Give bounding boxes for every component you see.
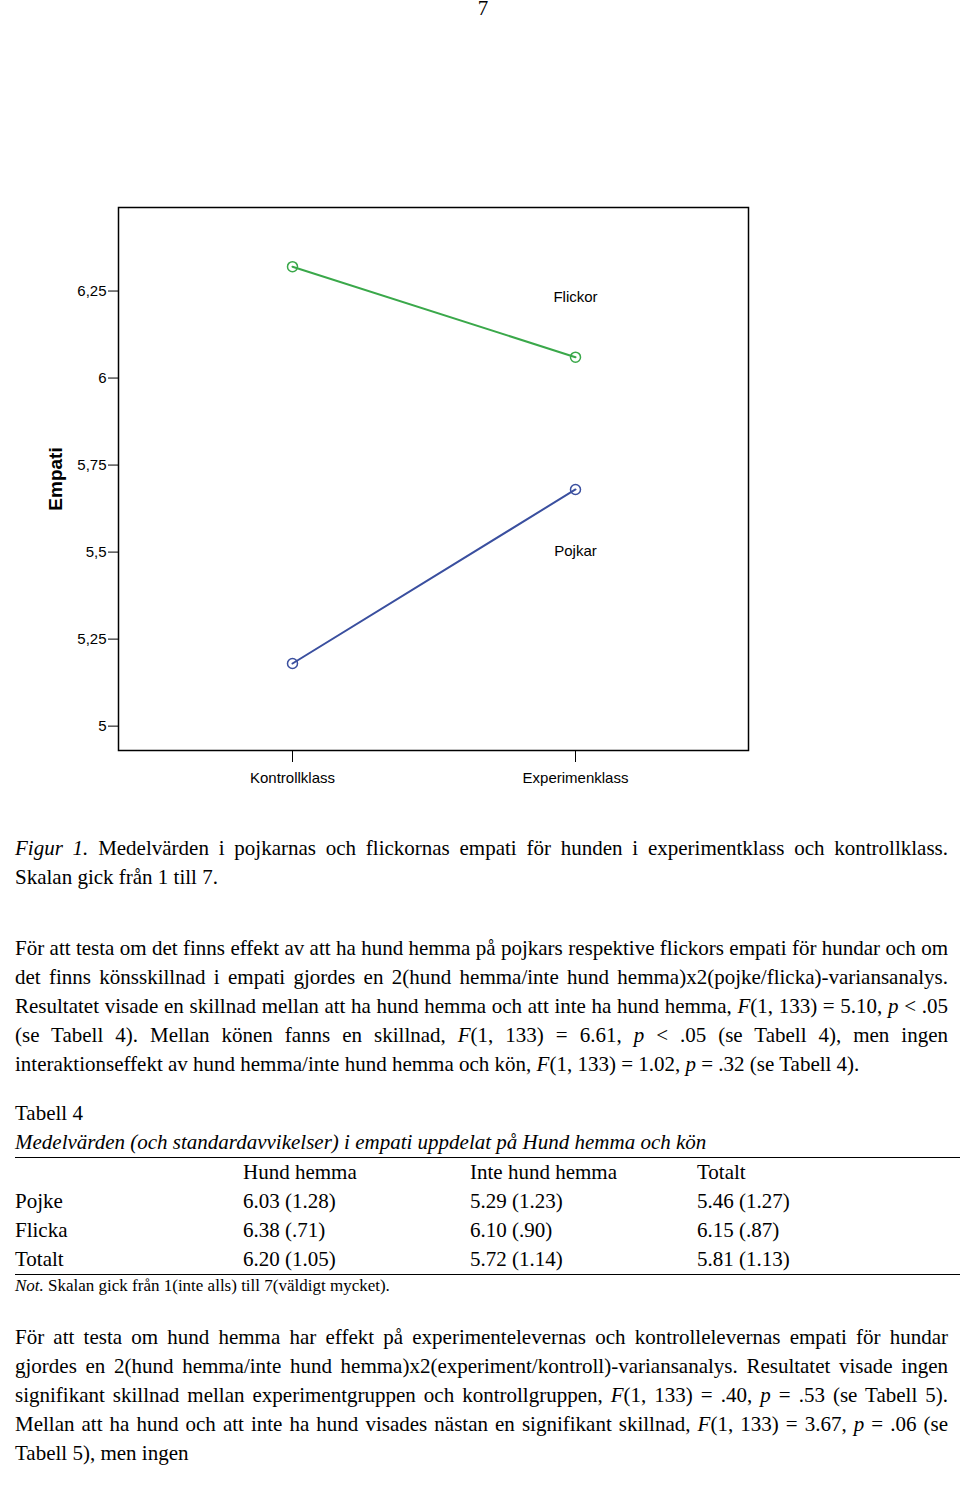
html-text:Inte hund hemma: Inte hund hemma [470,1160,617,1184]
html-text:Totalt: Totalt [15,1247,64,1271]
html-text:Tabell 4: Tabell 4 [15,1101,83,1125]
html-text:För att testa om hund hemma ha: För att testa om hund hemma har effekt p… [15,1325,948,1465]
html-text:5.72 (1.14): 5.72 (1.14) [470,1247,563,1271]
html-text:6.10 (.90): 6.10 (.90) [470,1218,553,1242]
svg-text:Flickor: Flickor [553,288,597,305]
html-text:Pojke: Pojke [15,1189,63,1213]
html-text:6.38 (.71): 6.38 (.71) [243,1218,326,1242]
html-text:6.03 (1.28): 6.03 (1.28) [243,1189,336,1213]
html-text:Flicka: Flicka [15,1218,68,1242]
html-text:6.15 (.87): 6.15 (.87) [697,1218,780,1242]
svg-text:Empati: Empati [45,447,66,510]
svg-text:Experimenklass: Experimenklass [523,769,629,786]
svg-text:5,5: 5,5 [86,543,107,560]
svg-text:Kontrollklass: Kontrollklass [250,769,335,786]
html-text:Totalt: Totalt [697,1160,746,1184]
html-text:Figur 1. Medelvärden i pojkarn: Figur 1. Medelvärden i pojkarnas och fli… [15,836,948,889]
html-text:5.29 (1.23): 5.29 (1.23) [470,1189,563,1213]
svg-text:Pojkar: Pojkar [554,542,597,559]
html-text:5.81 (1.13): 5.81 (1.13) [697,1247,790,1271]
svg-text:5,25: 5,25 [77,630,106,647]
html-text:Medelvärden (och standardavvik: Medelvärden (och standardavvikelser) i e… [15,1130,707,1154]
svg-text:5,75: 5,75 [77,456,106,473]
svg-text:6: 6 [98,369,106,386]
html-text:Not. Skalan gick från 1(inte a: Not. Skalan gick från 1(inte alls) till … [15,1276,390,1295]
html-text:6.20 (1.05): 6.20 (1.05) [243,1247,336,1271]
html-text:5.46 (1.27): 5.46 (1.27) [697,1189,790,1213]
svg-text:5: 5 [98,717,106,734]
html-text:Hund hemma: Hund hemma [243,1160,357,1184]
svg-text:6,25: 6,25 [77,282,106,299]
html-text:För att testa om det finns eff: För att testa om det finns effekt av att… [15,936,948,1076]
